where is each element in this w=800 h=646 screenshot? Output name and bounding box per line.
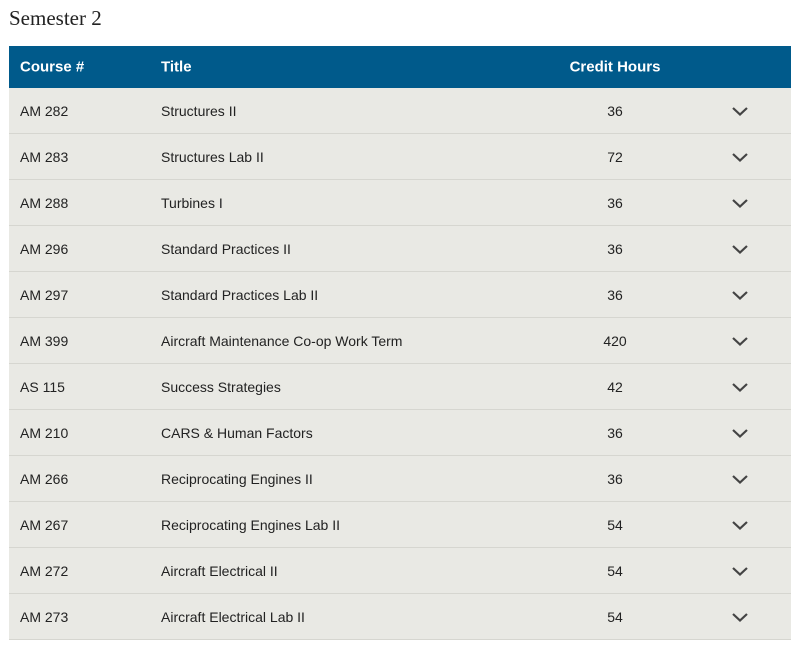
expand-chevron[interactable]: [731, 243, 749, 255]
course-row: AS 115 Success Strategies 42: [9, 364, 791, 410]
expand-chevron[interactable]: [731, 473, 749, 485]
table-header: Course # Title Credit Hours: [9, 46, 791, 88]
chevron-icon: [732, 152, 748, 162]
table-cell: AM 272: [20, 562, 69, 579]
course-row: AM 282 Structures II 36: [9, 88, 791, 134]
course-row: AM 288 Turbines I 36: [9, 180, 791, 226]
expand-chevron[interactable]: [731, 335, 749, 347]
table-cell: Reciprocating Engines Lab II: [161, 516, 340, 533]
table-cell: Aircraft Electrical II: [161, 562, 278, 579]
table-cell: CARS & Human Factors: [161, 424, 313, 441]
expand-chevron[interactable]: [731, 105, 749, 117]
expand-chevron[interactable]: [731, 197, 749, 209]
course-row: AM 297 Standard Practices Lab II 36: [9, 272, 791, 318]
chevron-icon: [732, 382, 748, 392]
table-cell: AM 296: [20, 240, 69, 257]
table-cell: AM 267: [20, 516, 69, 533]
chevron-icon: [732, 474, 748, 484]
header-cell: Title: [161, 58, 192, 76]
table-cell: AM 210: [20, 424, 69, 441]
course-row: AM 273 Aircraft Electrical Lab II 54: [9, 594, 791, 640]
table-cell: Standard Practices Lab II: [161, 286, 319, 303]
chevron-icon: [732, 520, 748, 530]
table-cell: AM 266: [20, 470, 69, 487]
table-cell: Turbines I: [161, 194, 223, 211]
chevron-icon: [732, 428, 748, 438]
table-cell: AM 297: [20, 286, 69, 303]
header-cell: Course #: [20, 58, 85, 76]
course-row: AM 283 Structures Lab II 72: [9, 134, 791, 180]
section-heading: Semester 2: [9, 6, 102, 30]
table-cell: Aircraft Electrical Lab II: [161, 608, 305, 625]
table-cell: AM 288: [20, 194, 69, 211]
course-row: AM 266 Reciprocating Engines II 36: [9, 456, 791, 502]
table-cell: Reciprocating Engines II: [161, 470, 313, 487]
expand-chevron[interactable]: [731, 381, 749, 393]
course-row: AM 272 Aircraft Electrical II 54: [9, 548, 791, 594]
chevron-icon: [732, 336, 748, 346]
expand-chevron[interactable]: [731, 289, 749, 301]
course-row: AM 399 Aircraft Maintenance Co-op Work Te…: [9, 318, 791, 364]
chevron-icon: [732, 198, 748, 208]
table-cell: AS 115: [20, 378, 65, 395]
table-cell: AM 273: [20, 608, 69, 625]
table-cell: AM 399: [20, 332, 69, 349]
chevron-icon: [732, 290, 748, 300]
expand-chevron[interactable]: [731, 611, 749, 623]
expand-chevron[interactable]: [731, 565, 749, 577]
course-row: AM 267 Reciprocating Engines Lab II 54: [9, 502, 791, 548]
table-cell: Structures Lab II: [161, 148, 264, 165]
table-cell: Standard Practices II: [161, 240, 291, 257]
course-table: Course # Title Credit Hours AM 282 Structure…: [9, 46, 791, 640]
table-cell: Success Strategies: [161, 378, 281, 395]
chevron-icon: [732, 566, 748, 576]
chevron-icon: [732, 612, 748, 622]
chevron-icon: [732, 106, 748, 116]
course-row: AM 296 Standard Practices II 36: [9, 226, 791, 272]
course-row: AM 210 CARS & Human Factors 36: [9, 410, 791, 456]
expand-chevron[interactable]: [731, 427, 749, 439]
chevron-icon: [732, 244, 748, 254]
expand-chevron[interactable]: [731, 151, 749, 163]
table-cell: AM 283: [20, 148, 69, 165]
table-cell: Aircraft Maintenance Co-op Work Term: [161, 332, 403, 349]
table-cell: AM 282: [20, 102, 69, 119]
expand-chevron[interactable]: [731, 519, 749, 531]
table-cell: Structures II: [161, 102, 237, 119]
